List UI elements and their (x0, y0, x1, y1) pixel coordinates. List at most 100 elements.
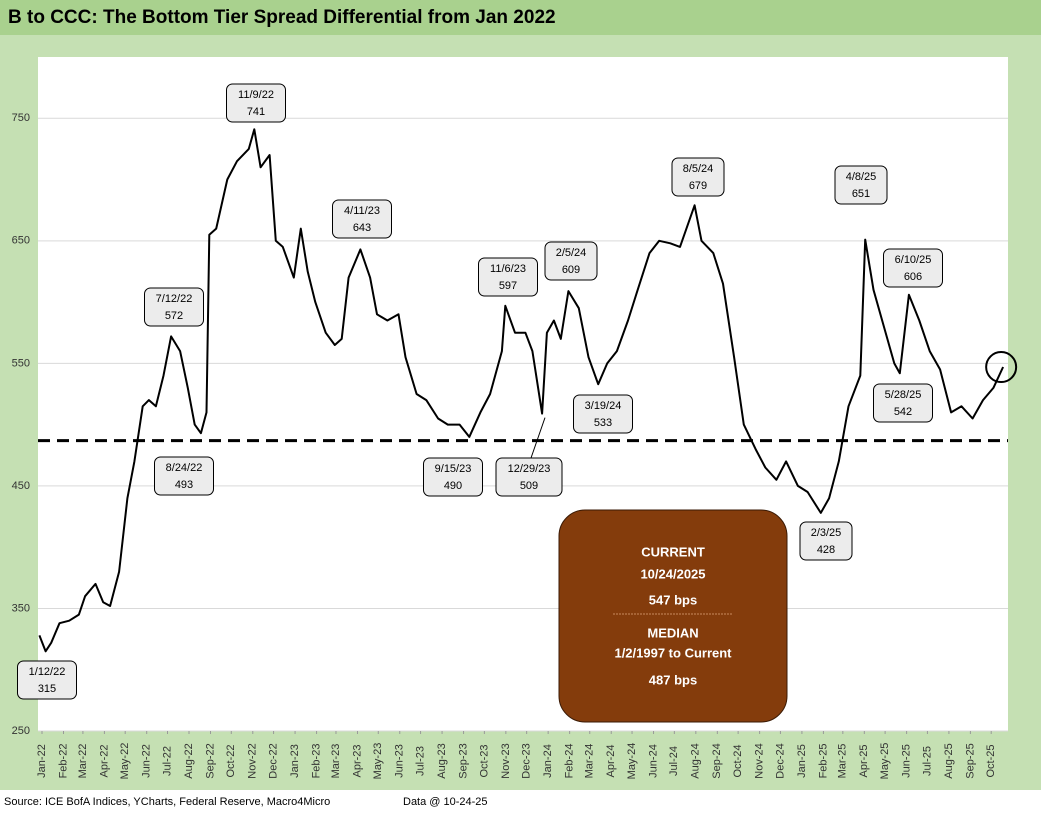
x-tick-label: Jul-24 (668, 746, 680, 776)
x-tick-label: Jul-25 (921, 746, 933, 776)
annotation-value: 643 (353, 222, 371, 234)
annotation-date: 9/15/23 (435, 463, 472, 475)
annotation-value: 533 (594, 417, 612, 429)
x-tick-label: May-25 (879, 743, 891, 780)
plot-area (38, 57, 1008, 731)
x-tick-label: Apr-22 (98, 744, 110, 777)
current-value: 547 bps (649, 592, 697, 607)
leader-line (530, 417, 546, 459)
x-tick-label: Jan-25 (796, 744, 808, 778)
annotation-box (17, 660, 77, 700)
x-tick-label: Jan-23 (289, 744, 301, 778)
x-tick-label: Aug-23 (436, 743, 448, 778)
x-tick-label: Mar-22 (77, 744, 89, 779)
annotation-value: 542 (894, 406, 912, 418)
annotation-value: 572 (165, 310, 183, 322)
annotation-box (883, 248, 943, 288)
annotation-box (671, 157, 725, 197)
y-tick-label: 650 (12, 235, 30, 247)
annotation-box (544, 241, 598, 281)
x-tick-label: Jul-23 (414, 746, 426, 776)
median-heading: MEDIAN (647, 625, 698, 640)
x-tick-label: Sep-22 (204, 743, 216, 778)
x-tick-label: May-23 (372, 743, 384, 780)
annotation-value: 490 (444, 480, 462, 492)
x-tick-label: Feb-22 (57, 744, 69, 779)
data-note: Data @ 10-24-25 (403, 796, 488, 808)
annotation-date: 2/5/24 (556, 247, 587, 259)
x-tick-label: Nov-23 (500, 743, 512, 778)
x-tick-label: Dec-22 (267, 743, 279, 778)
y-tick-label: 750 (12, 112, 30, 124)
x-tick-label: Apr-25 (858, 744, 870, 777)
x-tick-label: Aug-25 (943, 743, 955, 778)
title-bar (0, 0, 1041, 35)
annotation-value: 679 (689, 180, 707, 192)
chart-title: B to CCC: The Bottom Tier Spread Differe… (8, 7, 556, 28)
annotation-value: 493 (175, 479, 193, 491)
x-tick-label: Jun-24 (647, 744, 659, 778)
info-box (558, 509, 788, 723)
annotation-box (873, 383, 933, 423)
annotation-date: 7/12/22 (156, 293, 193, 305)
annotation-date: 12/29/23 (508, 463, 551, 475)
annotation-box (478, 257, 538, 297)
annotation-value: 609 (562, 264, 580, 276)
current-date: 10/24/2025 (640, 566, 705, 581)
annotation-box (573, 394, 633, 434)
annotation-date: 8/5/24 (683, 163, 714, 175)
x-tick-label: Apr-24 (605, 744, 617, 777)
annotation-value: 741 (247, 106, 265, 118)
annotation-box (834, 165, 888, 205)
x-tick-label: Aug-24 (690, 743, 702, 778)
annotation-date: 4/11/23 (344, 205, 380, 217)
x-tick-label: May-22 (119, 743, 131, 780)
x-tick-label: Oct-25 (985, 744, 997, 777)
median-value: 487 bps (649, 672, 697, 687)
x-tick-label: Oct-22 (225, 744, 237, 777)
source-note: Source: ICE BofA Indices, YCharts, Feder… (4, 796, 330, 808)
median-period: 1/2/1997 to Current (614, 645, 732, 660)
annotation-value: 428 (817, 544, 835, 556)
x-tick-label: Aug-22 (183, 743, 195, 778)
annotation-box (799, 521, 853, 561)
y-tick-label: 450 (12, 480, 30, 492)
x-tick-label: Dec-24 (774, 743, 786, 778)
y-tick-label: 250 (12, 725, 30, 737)
x-tick-label: Oct-24 (732, 744, 744, 777)
annotation-date: 2/3/25 (811, 527, 842, 539)
x-tick-label: Jan-22 (36, 744, 48, 778)
x-tick-label: Jan-24 (542, 744, 554, 778)
x-tick-label: Jun-25 (901, 744, 913, 778)
annotation-value: 509 (520, 480, 538, 492)
annotation-value: 651 (852, 188, 870, 200)
annotation-box (332, 199, 392, 239)
x-tick-label: Nov-24 (754, 743, 766, 778)
annotation-date: 5/28/25 (885, 389, 922, 401)
y-tick-label: 550 (12, 357, 30, 369)
annotation-value: 315 (38, 683, 56, 695)
annotation-date: 1/12/22 (29, 666, 66, 678)
annotation-value: 597 (499, 280, 517, 292)
series-line (38, 128, 1005, 653)
annotation-date: 6/10/25 (895, 254, 932, 266)
annotation-date: 11/6/23 (490, 263, 526, 275)
current-heading: CURRENT (641, 544, 705, 559)
annotation-box (144, 287, 204, 327)
x-tick-label: Feb-23 (310, 744, 322, 779)
annotation-box (226, 83, 286, 123)
x-tick-label: Feb-24 (564, 744, 576, 779)
x-tick-label: Apr-23 (351, 744, 363, 777)
x-tick-label: Oct-23 (478, 744, 490, 777)
x-tick-label: Jun-23 (394, 744, 406, 778)
x-tick-label: May-24 (626, 743, 638, 780)
annotation-date: 8/24/22 (166, 462, 203, 474)
annotation-date: 4/8/25 (846, 171, 877, 183)
x-tick-label: Mar-24 (584, 744, 596, 779)
y-tick-label: 350 (12, 602, 30, 614)
current-marker (985, 351, 1018, 384)
x-tick-label: Mar-23 (330, 744, 342, 779)
x-tick-label: Sep-24 (711, 743, 723, 778)
